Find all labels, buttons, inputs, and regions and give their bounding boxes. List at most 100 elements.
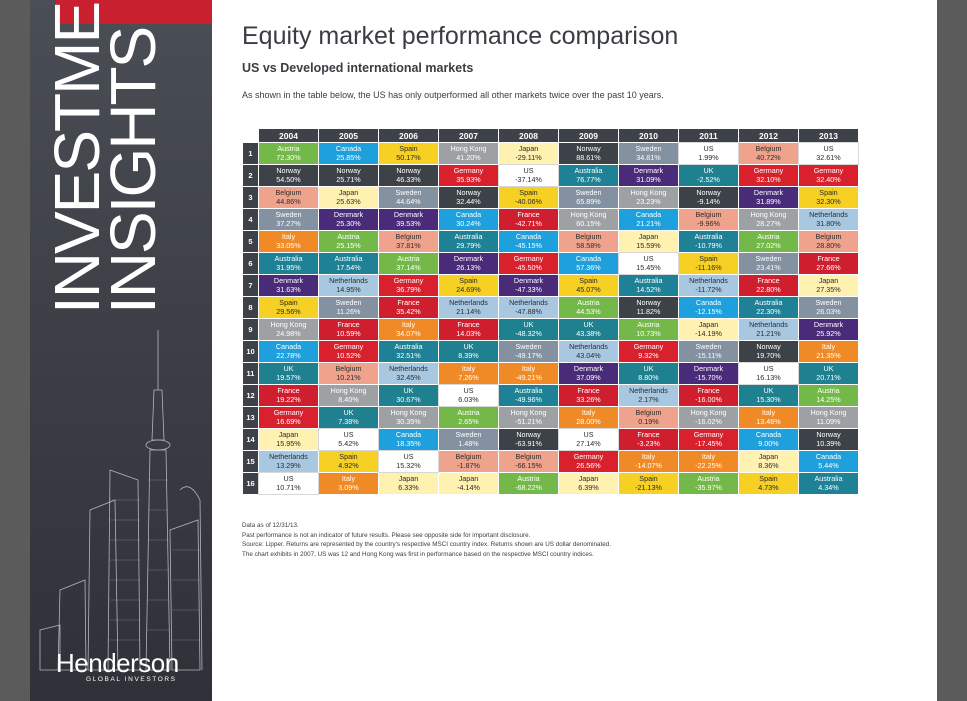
country-name: Hong Kong [630,188,667,197]
return-value: 29.79% [456,240,481,250]
country-name: France [757,276,780,285]
rank-cell: 2 [243,165,258,186]
market-cell: Australia 76.77% [559,165,618,186]
market-cell: France 14.03% [439,319,498,340]
return-value: 17.54% [336,262,361,272]
country-name: Spain [699,254,718,263]
country-name: Australia [334,254,363,263]
country-name: Netherlands [389,364,428,373]
return-value: -37.14% [515,174,542,184]
return-value: 6.39% [578,482,599,492]
return-value: 21.21% [756,328,781,338]
return-value: 14.25% [816,394,841,404]
market-cell: France 33.26% [559,385,618,406]
return-value: 0.19% [638,416,659,426]
country-name: Belgium [335,364,362,373]
return-value: 35.93% [456,174,481,184]
market-cell: Norway 10.39% [799,429,858,450]
market-cell: Australia 29.79% [439,231,498,252]
country-name: Australia [454,232,483,241]
country-name: Australia [634,276,663,285]
market-cell: Denmark 37.09% [559,363,618,384]
rank-cell: 8 [243,297,258,318]
market-cell: UK 7.38% [319,407,378,428]
market-cell: France 19.22% [259,385,318,406]
market-cell: Denmark 31.09% [619,165,678,186]
return-value: 14.03% [456,328,481,338]
market-cell: Italy 28.00% [559,407,618,428]
country-name: Austria [817,386,840,395]
table-row: 2 Norway 54.50% Norway 25.71% Norway 46.33% Ger… [243,164,858,187]
country-name: Austria [757,232,780,241]
country-name: Italy [761,408,776,417]
vertical-title: INVESTMENT INSIGHTS [41,0,169,314]
market-cell: Japan -14.19% [679,319,738,340]
market-cell: Belgium 0.19% [619,407,678,428]
market-cell: Italy -49.21% [499,363,558,384]
country-name: Austria [337,232,360,241]
return-value: 13.29% [276,460,301,470]
country-name: Italy [581,408,596,417]
country-name: Denmark [393,210,424,219]
return-value: 16.69% [276,416,301,426]
country-name: Spain [279,298,298,307]
country-name: US [343,430,354,439]
market-cell: Belgium 10.21% [319,363,378,384]
logo-name: Henderson [56,648,179,678]
table-row: 1 Austria 72.30% Canada 25.85% Spain 50.17% Hon… [243,142,859,165]
market-cell: Norway -9.14% [679,187,738,208]
return-value: -11.16% [695,262,722,272]
year-header-2008: 2008 [499,129,558,142]
country-name: Belgium [755,144,782,153]
market-cell: Norway 88.61% [559,143,618,164]
return-value: -10.79% [695,240,722,250]
return-value: -12.15% [695,306,722,316]
return-value: -48.32% [515,328,542,338]
market-cell: Japan 8.36% [739,451,798,472]
country-name: Germany [393,276,424,285]
country-name: Netherlands [329,276,368,285]
country-name: Germany [693,430,724,439]
country-name: Belgium [515,452,542,461]
country-name: Japan [518,144,539,153]
market-cell: Hong Kong 24.98% [259,319,318,340]
return-value: 31.80% [816,218,841,228]
market-cell: Japan 15.95% [259,429,318,450]
rank-cell: 13 [243,407,258,428]
rank-cell: 6 [243,253,258,274]
country-name: Canada [815,452,842,461]
table-row: 15 Netherlands 13.29% Spain 4.92% US 15.32% Bel… [243,450,858,473]
return-value: 7.38% [338,416,359,426]
return-value: -21.13% [635,482,662,492]
return-value: 8.39% [458,350,479,360]
market-cell: Hong Kong 30.35% [379,407,438,428]
market-cell: Austria 37.14% [379,253,438,274]
country-name: Norway [456,188,481,197]
year-header-2010: 2010 [619,129,678,142]
table-row: 5 Italy 33.05% Austria 25.15% Belgium 37.81% Au… [243,231,858,252]
market-cell: Japan -29.11% [499,143,558,164]
return-value: 15.32% [396,460,421,470]
market-cell: Spain 45.07% [559,275,618,296]
market-cell: Germany 16.69% [259,407,318,428]
market-cell: US -37.14% [498,164,559,187]
market-cell: Italy 3.09% [319,473,378,494]
return-value: -49.21% [515,372,542,382]
country-name: Denmark [273,276,304,285]
return-value: 8.80% [638,372,659,382]
country-name: Canada [275,342,302,351]
country-name: Austria [277,144,300,153]
market-cell: Spain -11.16% [679,253,738,274]
country-name: France [637,430,660,439]
market-cell: Belgium 40.72% [739,143,798,164]
market-cell: Belgium -66.15% [499,451,558,472]
market-cell: Belgium 44.86% [259,187,318,208]
return-value: -45.50% [515,262,542,272]
return-value: 45.07% [576,284,601,294]
country-name: Japan [758,452,779,461]
country-name: Netherlands [449,298,488,307]
country-name: Netherlands [689,276,728,285]
country-name: Italy [821,342,836,351]
rank-cell: 1 [243,143,258,164]
market-cell: Austria 10.73% [619,319,678,340]
